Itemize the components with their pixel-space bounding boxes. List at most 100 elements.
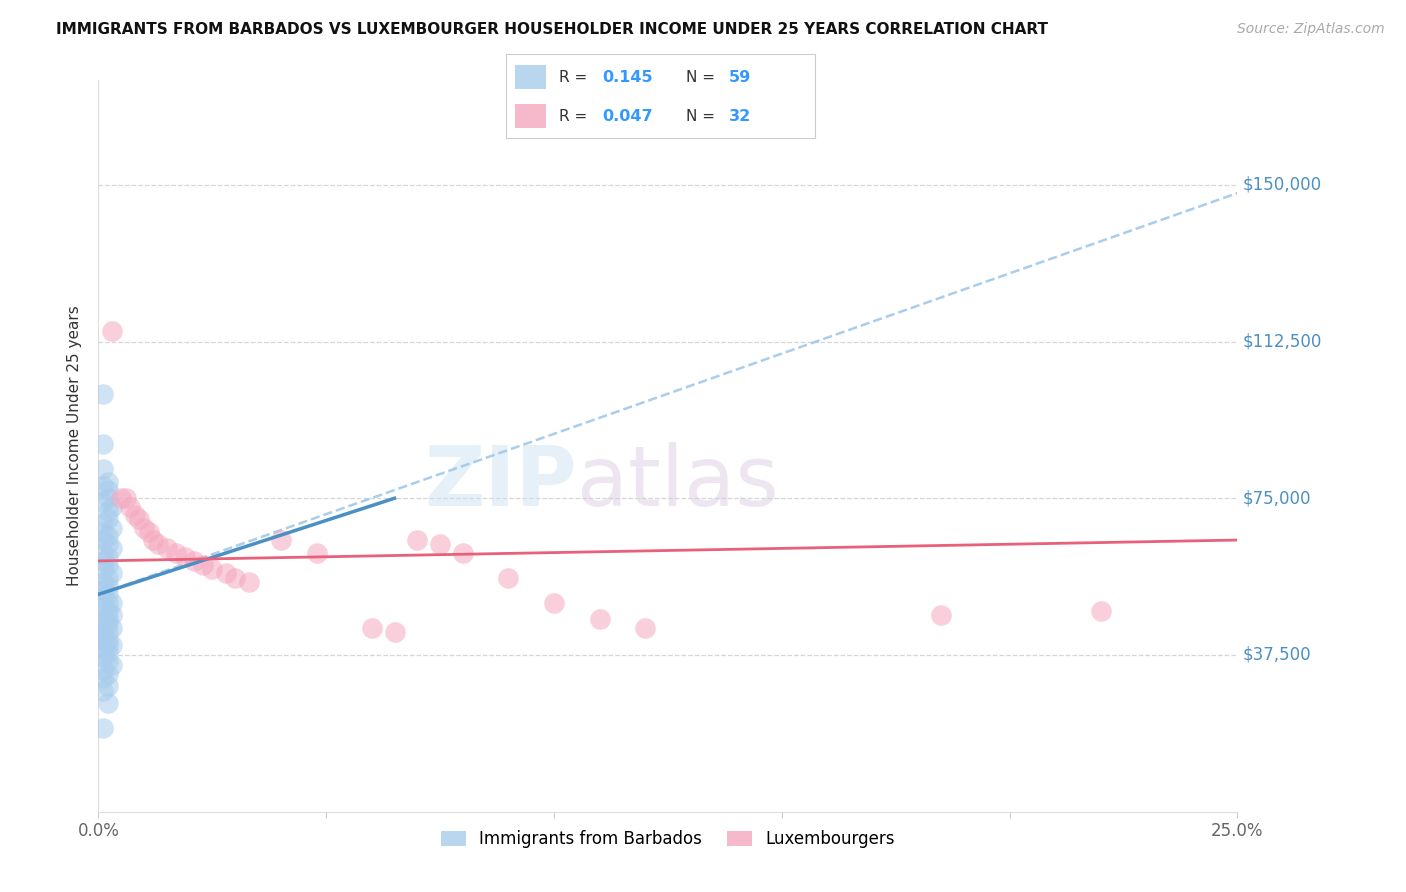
- Point: [96, 475, 118, 489]
- Point: [110, 491, 132, 506]
- Point: [101, 324, 124, 338]
- Text: 59: 59: [728, 70, 751, 85]
- Point: [307, 545, 329, 559]
- Point: [91, 495, 114, 509]
- Point: [114, 491, 136, 506]
- Point: [132, 520, 155, 534]
- Text: 0.145: 0.145: [602, 70, 652, 85]
- Text: N =: N =: [686, 70, 720, 85]
- Point: [96, 571, 118, 585]
- Point: [101, 500, 124, 514]
- Point: [96, 537, 118, 551]
- Point: [588, 612, 610, 626]
- Point: [91, 554, 114, 568]
- Point: [1090, 604, 1112, 618]
- Point: [101, 520, 124, 534]
- Point: [91, 562, 114, 576]
- Text: atlas: atlas: [576, 442, 779, 523]
- Point: [156, 541, 179, 556]
- Point: [96, 529, 118, 543]
- Point: [91, 574, 114, 589]
- Point: [91, 524, 114, 539]
- Point: [96, 579, 118, 593]
- Text: ZIP: ZIP: [425, 442, 576, 523]
- Point: [91, 721, 114, 735]
- Point: [96, 504, 118, 518]
- Point: [101, 596, 124, 610]
- Point: [146, 537, 169, 551]
- Text: $150,000: $150,000: [1243, 176, 1322, 194]
- Point: [96, 625, 118, 640]
- Point: [91, 583, 114, 598]
- Text: 0.047: 0.047: [602, 109, 652, 124]
- Point: [270, 533, 292, 547]
- Point: [91, 545, 114, 559]
- Point: [91, 641, 114, 656]
- Point: [91, 612, 114, 626]
- Point: [543, 596, 565, 610]
- Point: [96, 679, 118, 693]
- Point: [183, 554, 205, 568]
- Bar: [516, 104, 547, 128]
- Point: [360, 621, 382, 635]
- Text: Source: ZipAtlas.com: Source: ZipAtlas.com: [1237, 22, 1385, 37]
- Point: [96, 596, 118, 610]
- Point: [96, 604, 118, 618]
- Y-axis label: Householder Income Under 25 years: Householder Income Under 25 years: [67, 306, 83, 586]
- Point: [96, 612, 118, 626]
- Point: [91, 462, 114, 476]
- Point: [451, 545, 474, 559]
- Point: [498, 571, 520, 585]
- Point: [238, 574, 260, 589]
- Point: [91, 533, 114, 547]
- Point: [142, 533, 165, 547]
- Point: [429, 537, 451, 551]
- Point: [929, 608, 952, 623]
- Point: [124, 508, 146, 522]
- Text: R =: R =: [558, 70, 592, 85]
- Point: [96, 633, 118, 648]
- Point: [96, 638, 118, 652]
- Point: [634, 621, 657, 635]
- Point: [138, 524, 160, 539]
- Point: [96, 558, 118, 573]
- Point: [91, 479, 114, 493]
- Point: [384, 625, 406, 640]
- Point: [101, 566, 124, 581]
- Point: [193, 558, 215, 573]
- Point: [96, 616, 118, 631]
- Point: [96, 587, 118, 601]
- Point: [96, 696, 118, 710]
- Point: [101, 541, 124, 556]
- Point: [96, 646, 118, 660]
- Point: [128, 512, 150, 526]
- Point: [91, 386, 114, 401]
- Text: R =: R =: [558, 109, 592, 124]
- Point: [96, 549, 118, 564]
- Text: IMMIGRANTS FROM BARBADOS VS LUXEMBOURGER HOUSEHOLDER INCOME UNDER 25 YEARS CORRE: IMMIGRANTS FROM BARBADOS VS LUXEMBOURGER…: [56, 22, 1049, 37]
- Point: [120, 500, 142, 514]
- Text: 32: 32: [728, 109, 751, 124]
- Point: [91, 599, 114, 614]
- Point: [91, 650, 114, 665]
- Text: $37,500: $37,500: [1243, 646, 1312, 664]
- Point: [91, 633, 114, 648]
- Point: [96, 512, 118, 526]
- Point: [91, 663, 114, 677]
- Point: [101, 638, 124, 652]
- Point: [101, 621, 124, 635]
- Bar: [516, 65, 547, 89]
- Point: [96, 666, 118, 681]
- Point: [96, 491, 118, 506]
- Text: N =: N =: [686, 109, 720, 124]
- Point: [91, 671, 114, 685]
- Point: [101, 608, 124, 623]
- Point: [96, 654, 118, 668]
- Point: [91, 629, 114, 643]
- Point: [101, 658, 124, 673]
- Point: [174, 549, 197, 564]
- Point: [165, 545, 187, 559]
- Point: [91, 625, 114, 640]
- Point: [224, 571, 246, 585]
- Text: $112,500: $112,500: [1243, 333, 1323, 351]
